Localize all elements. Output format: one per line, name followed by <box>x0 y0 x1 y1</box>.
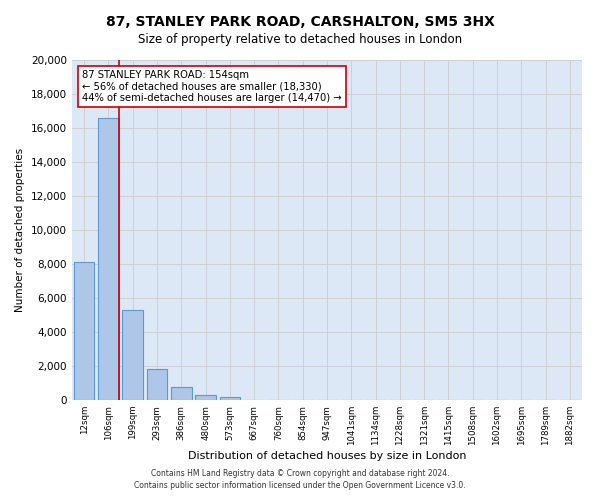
Bar <box>171 387 191 400</box>
Bar <box>195 395 216 400</box>
X-axis label: Distribution of detached houses by size in London: Distribution of detached houses by size … <box>188 451 466 461</box>
Bar <box>74 262 94 400</box>
Text: Contains HM Land Registry data © Crown copyright and database right 2024.: Contains HM Land Registry data © Crown c… <box>151 468 449 477</box>
Bar <box>122 310 143 400</box>
Bar <box>146 370 167 400</box>
Y-axis label: Number of detached properties: Number of detached properties <box>16 148 25 312</box>
Bar <box>98 118 119 400</box>
Bar <box>220 396 240 400</box>
Text: Size of property relative to detached houses in London: Size of property relative to detached ho… <box>138 32 462 46</box>
Text: 87 STANLEY PARK ROAD: 154sqm
← 56% of detached houses are smaller (18,330)
44% o: 87 STANLEY PARK ROAD: 154sqm ← 56% of de… <box>82 70 342 103</box>
Text: Contains public sector information licensed under the Open Government Licence v3: Contains public sector information licen… <box>134 481 466 490</box>
Text: 87, STANLEY PARK ROAD, CARSHALTON, SM5 3HX: 87, STANLEY PARK ROAD, CARSHALTON, SM5 3… <box>106 15 494 29</box>
